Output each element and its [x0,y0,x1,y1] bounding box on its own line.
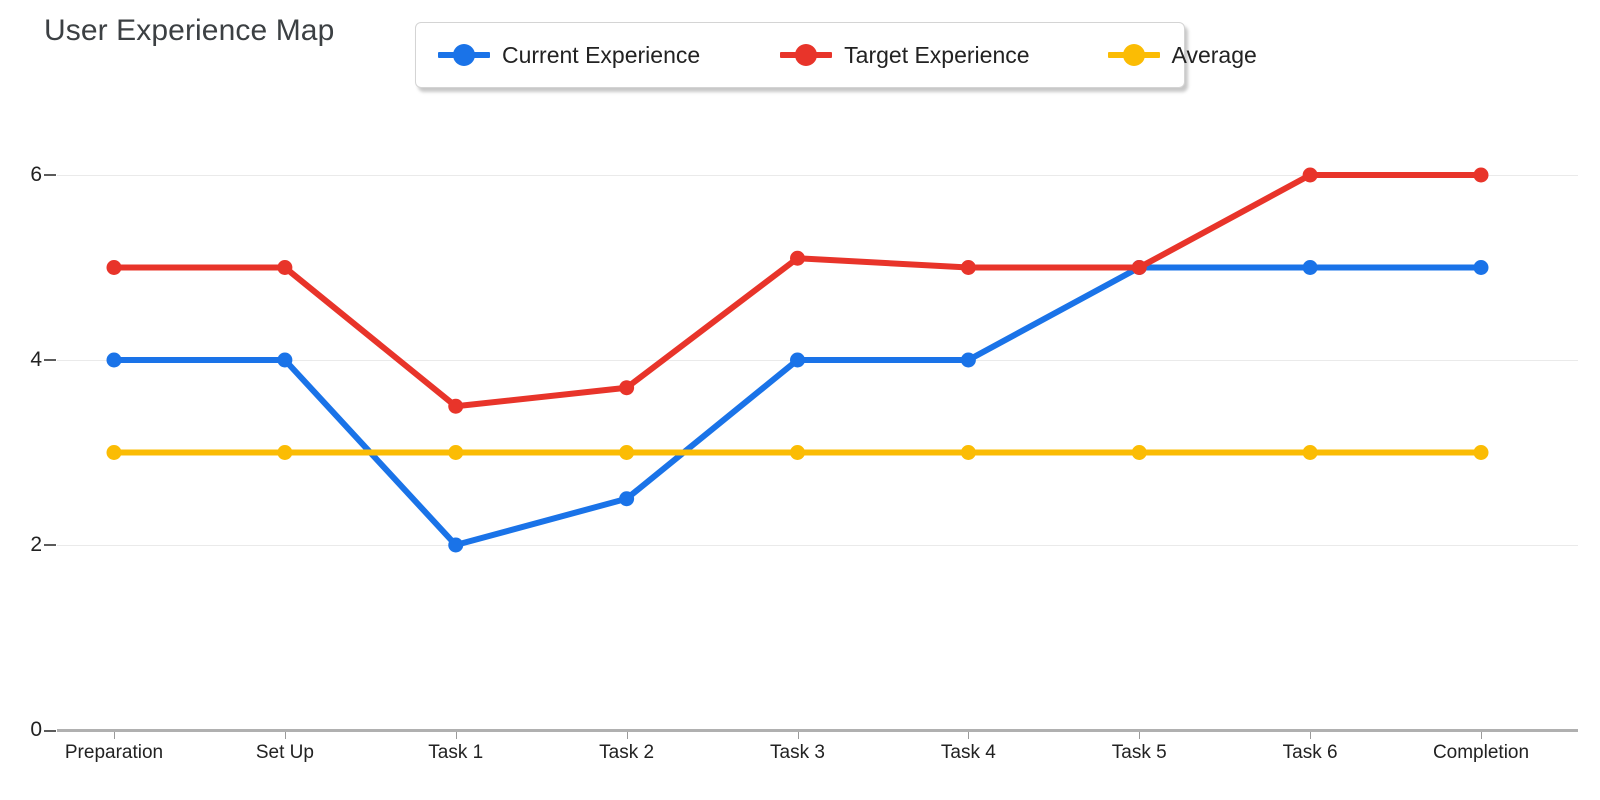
y-axis-tick-label: 6 [30,163,42,186]
series-average [106,445,1489,460]
data-point[interactable] [1473,167,1489,183]
data-point[interactable] [106,352,122,368]
y-axis-tick-mark [44,730,56,732]
data-point[interactable] [790,445,805,460]
legend-label: Average [1171,41,1257,68]
data-point[interactable] [960,445,976,460]
data-point[interactable] [790,250,805,266]
legend-label: Target Experience [844,41,1030,68]
x-axis-tick-label: Task 4 [940,742,996,763]
legend-item-current-experience[interactable]: Current Experience [438,42,700,69]
series-line [111,172,1484,410]
series-target-experience [106,167,1489,414]
data-point[interactable] [960,260,976,275]
y-axis-tick-label: 0 [30,718,42,741]
data-point[interactable] [1131,260,1147,275]
x-axis-tick-label: Preparation [64,742,164,763]
x-axis-tick-label: Task 1 [428,742,484,763]
x-axis-tick-mark [626,732,628,739]
x-axis-tick-mark [284,732,286,739]
y-axis-tick-mark [44,544,56,546]
chart-legend: Current Experience Target Experience Ave… [415,22,1257,88]
data-point[interactable] [106,260,122,275]
data-point[interactable] [1473,260,1489,275]
data-point[interactable] [448,537,464,553]
chart-title: User Experience Map [44,14,335,47]
data-point[interactable] [1302,167,1318,183]
x-axis-tick-label: Completion [1432,742,1530,763]
x-axis-line [57,729,1578,732]
data-point[interactable] [1302,445,1318,460]
data-point[interactable] [1473,445,1489,460]
legend-item-target-experience[interactable]: Target Experience [780,41,1030,69]
legend-swatch-icon [1107,44,1160,66]
data-point[interactable] [790,352,805,368]
data-point[interactable] [960,352,976,368]
y-axis-tick-mark [44,359,56,361]
series-line [111,264,1484,548]
y-axis-tick-label: 4 [30,348,42,371]
x-axis-tick-label: Task 3 [770,742,825,763]
data-point[interactable] [619,445,635,460]
series-current-experience [106,260,1489,553]
x-axis-tick-mark [1310,732,1312,739]
data-point[interactable] [277,352,293,368]
x-axis-tick-mark [1481,732,1482,739]
gridline [57,545,1578,546]
data-point[interactable] [619,491,635,507]
legend-item-average[interactable]: Average [1107,41,1257,69]
data-point[interactable] [106,445,122,460]
data-point[interactable] [1302,260,1318,275]
data-point[interactable] [448,445,464,460]
legend-swatch-icon [780,44,833,66]
x-axis-tick-mark [797,732,799,739]
x-axis-tick-mark [968,732,970,739]
data-point[interactable] [448,398,464,414]
x-axis-tick-label: Task 2 [599,742,655,763]
y-axis-tick-label: 2 [30,533,42,556]
legend-label: Current Experience [502,41,701,68]
data-point[interactable] [619,380,635,396]
data-point[interactable] [277,445,293,460]
data-point[interactable] [277,260,293,275]
legend-swatch-icon [438,44,490,66]
x-axis-tick-mark [114,732,115,739]
x-axis-tick-label: Task 6 [1282,742,1338,763]
data-point[interactable] [1131,445,1147,460]
x-axis-tick-mark [1139,732,1141,739]
x-axis-tick-mark [455,732,457,739]
x-axis-tick-label: Task 5 [1111,742,1167,763]
x-axis-tick-label: Set Up [255,742,314,763]
y-axis-tick-mark [44,174,56,176]
gridline [57,175,1578,176]
